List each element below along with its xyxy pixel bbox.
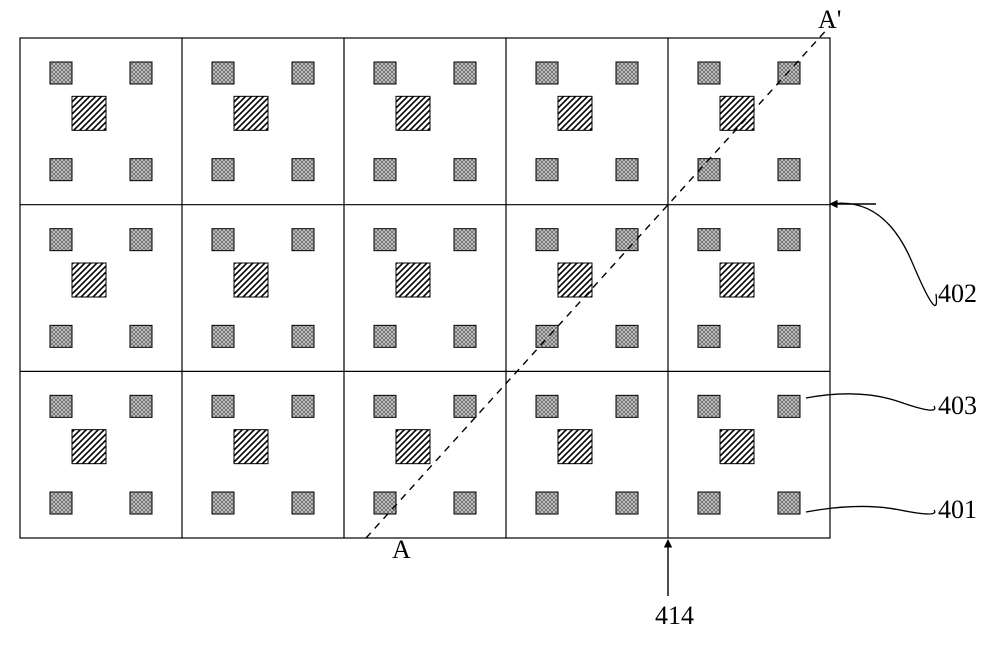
cell-small-square [536,492,558,514]
cell-small-square [616,229,638,251]
cell-small-square [778,492,800,514]
cell-center-square [72,430,106,464]
cell-small-square [698,492,720,514]
cell-small-square [374,229,396,251]
cell-small-square [50,159,72,181]
cell-small-square [698,159,720,181]
cell-small-square [616,492,638,514]
cell-small-square [778,229,800,251]
label-401: 401 [938,495,977,524]
cell-small-square [778,159,800,181]
cell-small-square [616,395,638,417]
cell-small-square [536,229,558,251]
cell-center-square [234,263,268,297]
cell-small-square [374,62,396,84]
cell-small-square [292,159,314,181]
cell-small-square [50,229,72,251]
label-403: 403 [938,391,977,420]
cell-small-square [616,62,638,84]
cell-center-square [234,430,268,464]
cell-small-square [454,229,476,251]
cell-small-square [50,492,72,514]
cell-small-square [292,325,314,347]
cell-small-square [616,325,638,347]
cell-small-square [130,62,152,84]
cell-small-square [454,159,476,181]
cell-small-square [698,395,720,417]
cell-small-square [292,62,314,84]
label-414: 414 [655,601,694,630]
label-a: A [392,535,411,564]
cell-center-square [558,430,592,464]
cell-center-square [396,430,430,464]
label-402: 402 [938,279,977,308]
cell-small-square [50,62,72,84]
cell-center-square [720,263,754,297]
cell-small-square [130,229,152,251]
cell-small-square [698,62,720,84]
cell-small-square [536,159,558,181]
cell-small-square [212,159,234,181]
cell-small-square [212,492,234,514]
cell-small-square [778,325,800,347]
cell-small-square [50,395,72,417]
canvas-bg [0,0,1000,649]
cell-small-square [50,325,72,347]
cell-small-square [454,62,476,84]
cell-small-square [130,395,152,417]
cell-small-square [374,325,396,347]
cell-small-square [374,395,396,417]
cell-small-square [536,62,558,84]
cell-small-square [212,229,234,251]
cell-center-square [720,430,754,464]
cell-small-square [212,395,234,417]
cell-center-square [720,96,754,130]
cell-center-square [396,96,430,130]
cell-small-square [536,325,558,347]
cell-small-square [374,492,396,514]
cell-small-square [292,492,314,514]
cell-small-square [212,62,234,84]
cell-small-square [292,229,314,251]
cell-center-square [234,96,268,130]
cell-small-square [454,395,476,417]
cell-small-square [130,325,152,347]
cell-small-square [130,159,152,181]
cell-center-square [72,263,106,297]
cell-small-square [454,325,476,347]
cell-small-square [212,325,234,347]
cell-small-square [292,395,314,417]
cell-center-square [396,263,430,297]
cell-small-square [130,492,152,514]
cell-small-square [698,325,720,347]
cell-small-square [778,395,800,417]
cell-small-square [374,159,396,181]
cell-center-square [558,96,592,130]
cell-small-square [616,159,638,181]
cell-center-square [72,96,106,130]
cell-small-square [698,229,720,251]
cell-small-square [454,492,476,514]
label-a-prime: A' [818,5,841,34]
cell-small-square [536,395,558,417]
cell-center-square [558,263,592,297]
